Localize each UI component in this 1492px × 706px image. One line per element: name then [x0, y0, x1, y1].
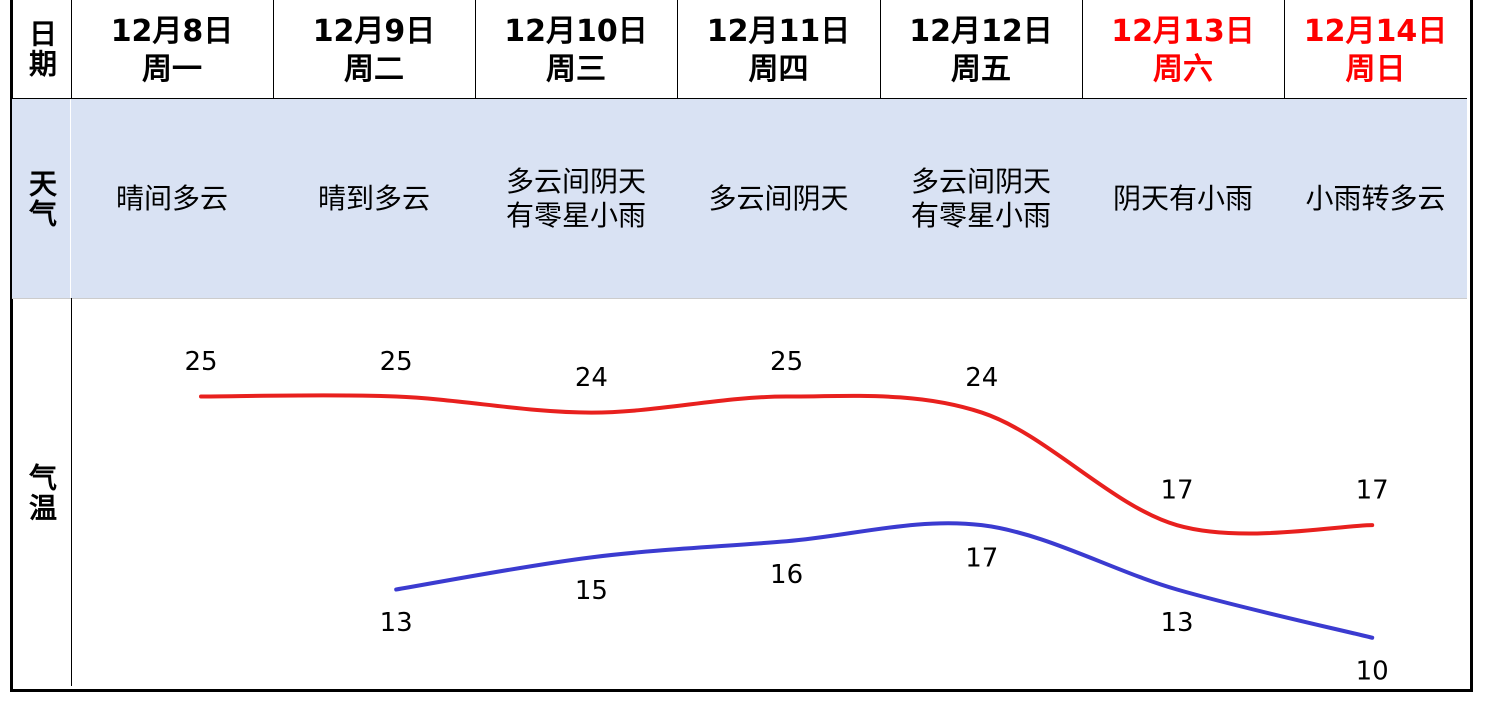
weather-text: 有零星小雨 — [505, 198, 646, 232]
column-divider — [71, 0, 72, 686]
weekday: 周日 — [1345, 52, 1406, 87]
weather-cell: 多云间阴天 有零星小雨 — [880, 99, 1082, 298]
data-label: 17 — [1356, 476, 1389, 506]
date: 12月11日 — [706, 14, 851, 49]
date-header: 12月11日 周四 — [677, 0, 880, 98]
weather-cell: 多云间阴天 — [677, 99, 880, 298]
weather-text: 阴天有小雨 — [1112, 181, 1253, 215]
date-header: 12月8日 周一 — [71, 0, 273, 98]
weekday: 周六 — [1153, 52, 1213, 87]
temperature-line — [199, 393, 1375, 536]
weather-text: 多云间阴天 — [505, 164, 646, 198]
weather-cell: 晴间多云 — [71, 99, 273, 298]
data-label: 25 — [184, 347, 217, 377]
row-label: 日期 — [25, 19, 58, 79]
data-label: 25 — [380, 347, 413, 377]
data-label: 17 — [965, 544, 998, 574]
weather-text: 多云间阴天 — [708, 181, 849, 215]
data-label: 24 — [965, 363, 998, 393]
date-header: 12月13日 周六 — [1082, 0, 1284, 98]
data-label: 10 — [1356, 656, 1389, 686]
date: 12月13日 — [1111, 14, 1255, 49]
weekday: 周五 — [951, 52, 1011, 87]
date: 12月8日 — [110, 14, 234, 49]
weather-text: 多云间阴天 — [910, 164, 1051, 198]
data-label: 25 — [770, 347, 803, 377]
date: 12月10日 — [504, 14, 648, 49]
data-label: 13 — [380, 608, 413, 638]
weekday: 周三 — [546, 52, 606, 87]
weather-text: 小雨转多云 — [1305, 181, 1446, 215]
table-frame — [10, 0, 1473, 692]
weekday: 周四 — [748, 52, 809, 87]
row-label: 气温 — [25, 463, 58, 523]
data-label: 17 — [1160, 476, 1193, 506]
data-label: 13 — [1160, 608, 1193, 638]
data-label: 15 — [575, 576, 608, 606]
date: 12月9日 — [312, 14, 436, 49]
date: 12月12日 — [909, 14, 1053, 49]
date: 12月14日 — [1303, 14, 1448, 49]
row-divider — [12, 298, 1467, 299]
weather-text: 晴到多云 — [317, 181, 430, 215]
row-label: 天气 — [12, 99, 70, 299]
weather-cell: 阴天有小雨 — [1082, 99, 1284, 298]
weekday: 周二 — [344, 52, 404, 87]
temperature-line — [394, 521, 1375, 640]
row-divider — [12, 98, 1467, 99]
date-header: 12月9日 周二 — [273, 0, 475, 98]
weather-cell: 晴到多云 — [273, 99, 475, 298]
weekday: 周一 — [142, 52, 202, 87]
weather-text: 晴间多云 — [115, 181, 228, 215]
data-label: 16 — [770, 560, 803, 590]
date-header: 12月12日 周五 — [880, 0, 1082, 98]
weather-cell: 小雨转多云 — [1284, 99, 1467, 298]
data-label: 24 — [575, 363, 608, 393]
date-header: 12月10日 周三 — [475, 0, 677, 98]
weather-text: 有零星小雨 — [910, 198, 1051, 232]
weather-cell: 多云间阴天 有零星小雨 — [475, 99, 677, 298]
date-header: 12月14日 周日 — [1284, 0, 1467, 98]
